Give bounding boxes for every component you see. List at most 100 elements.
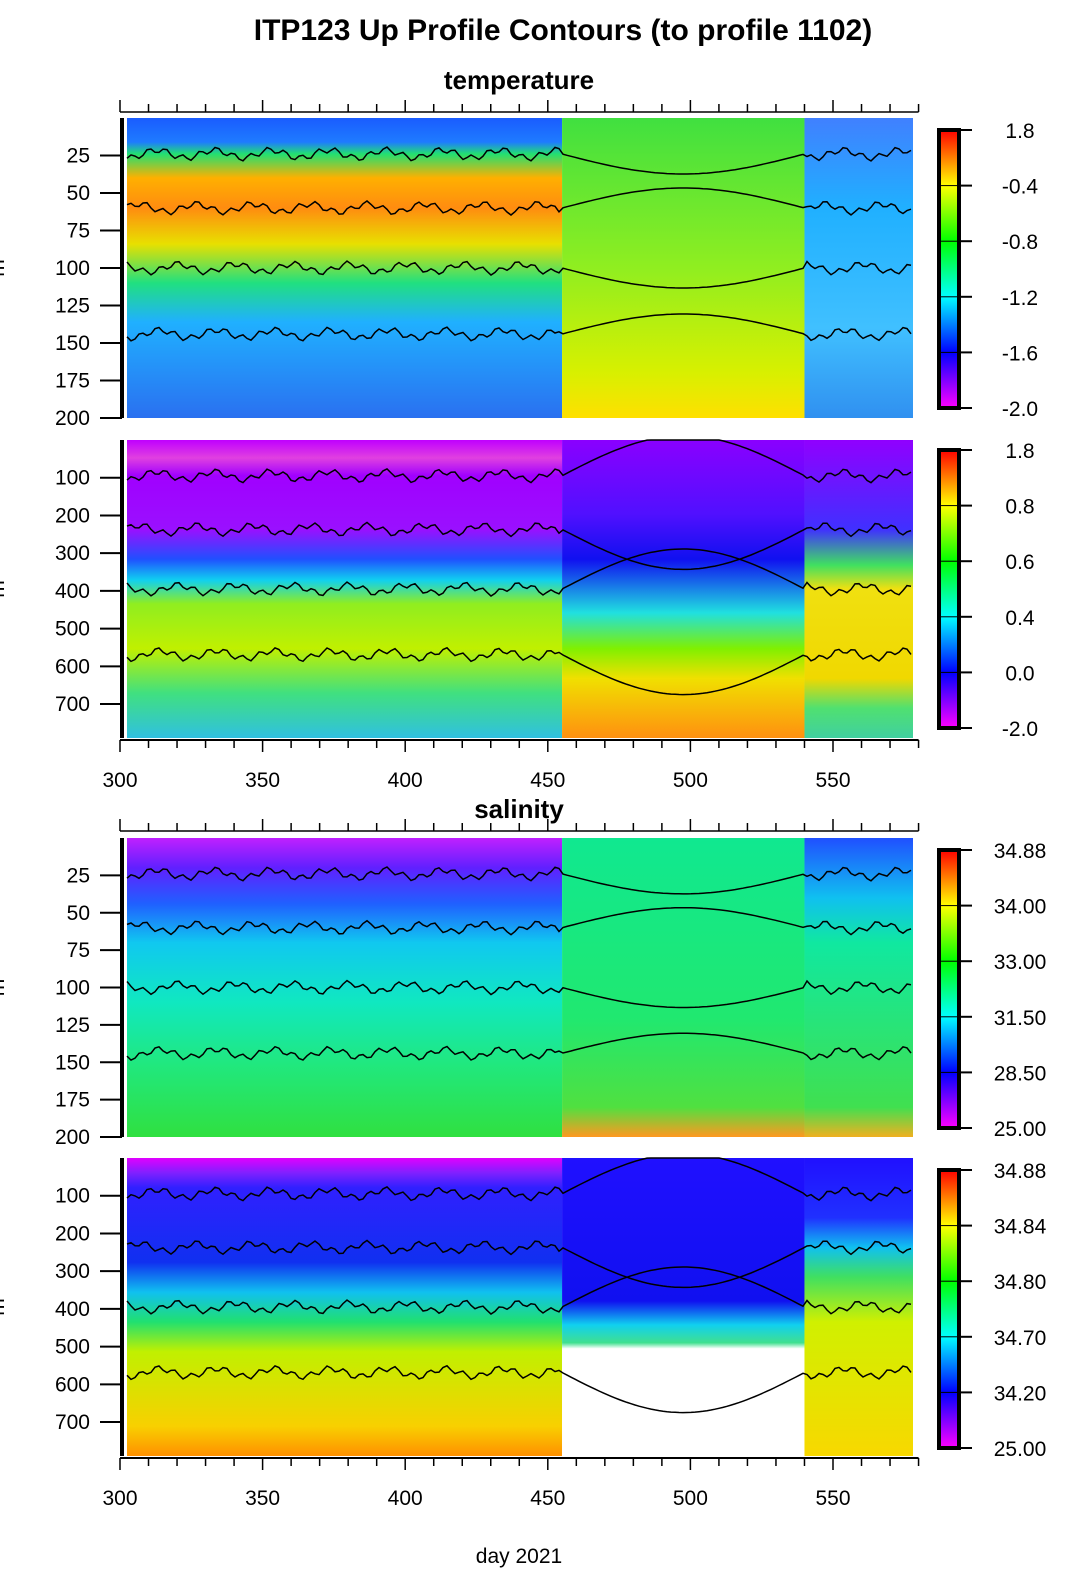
colorbar <box>937 128 961 410</box>
colorbar-label: 34.80 <box>994 1271 1047 1294</box>
y-tick-label: 200 <box>55 1126 90 1149</box>
y-axis-label: m <box>0 1298 9 1316</box>
temperature-deep-panel: 100 200 300 400 500 600 700 m 1.8 0.8 0.6 0.4 0.0 -2.… <box>0 439 1038 741</box>
contour-line <box>126 313 912 342</box>
x-axis <box>119 819 920 832</box>
y-tick-label: 150 <box>55 1051 90 1074</box>
colorbar-label: 28.50 <box>994 1062 1047 1085</box>
y-tick-label: 400 <box>55 1298 90 1321</box>
y-tick-label: 100 <box>55 977 90 1000</box>
colorbar-label: 0.6 <box>1005 551 1034 574</box>
colorbar-label: 0.0 <box>1005 662 1034 685</box>
colorbar-label: -2.0 <box>1002 398 1038 421</box>
y-axis-label: m <box>0 580 9 598</box>
y-axis-label: m <box>0 979 9 997</box>
colorbar-label: 25.00 <box>994 1118 1047 1141</box>
x-tick-label: 450 <box>530 769 565 792</box>
colorbar-label: 34.70 <box>994 1327 1047 1350</box>
y-axis-label: m <box>0 259 9 277</box>
field-region-late <box>804 118 913 418</box>
colorbar-label: 34.00 <box>994 896 1047 919</box>
colorbar-label: 34.88 <box>994 1160 1047 1183</box>
contour-line <box>126 548 912 597</box>
colorbar-label: 34.84 <box>994 1216 1047 1239</box>
x-tick-label: 300 <box>102 1487 137 1510</box>
field-region-middle <box>562 118 805 418</box>
y-tick-label: 600 <box>55 655 90 678</box>
field-region-early <box>127 1158 563 1456</box>
y-tick-label: 150 <box>55 332 90 355</box>
contour-line <box>126 187 912 216</box>
x-tick-label: 500 <box>673 769 708 792</box>
field-region-late <box>804 838 913 1137</box>
field-region-middle <box>562 838 805 1137</box>
salinity-deep-panel: 100 200 300 400 500 600 700 m 34.88 34.84 34.80 34.… <box>0 1157 1047 1461</box>
x-tick-label: 400 <box>388 769 423 792</box>
y-tick-label: 175 <box>55 1089 90 1112</box>
contour-line <box>126 1239 912 1289</box>
colorbar <box>937 448 961 730</box>
contour-line <box>126 1032 912 1062</box>
contour-line <box>126 521 912 571</box>
x-tick-label: 400 <box>388 1487 423 1510</box>
colorbar-label: -0.4 <box>1002 176 1039 199</box>
y-tick-label: 500 <box>55 1336 90 1359</box>
y-tick-label: 600 <box>55 1373 90 1396</box>
y-tick-label: 400 <box>55 580 90 603</box>
y-tick-label: 125 <box>55 1014 90 1037</box>
contour-line <box>126 1266 912 1315</box>
colorbar-label: -2.0 <box>1002 718 1038 741</box>
y-tick-label: 50 <box>67 902 90 925</box>
y-tick-label: 300 <box>55 542 90 565</box>
colorbar-label: 31.50 <box>994 1007 1047 1030</box>
colorbar-label: 0.4 <box>1005 607 1035 630</box>
colorbar-label: -1.2 <box>1002 287 1038 310</box>
y-tick-label: 700 <box>55 1411 90 1434</box>
temperature-upper-panel: 25 50 75 100 125 150 175 200 m 1.8 -0.4 -0.8 -1.2 -1.… <box>0 118 1038 430</box>
contour-line <box>126 439 912 484</box>
contour-line <box>126 260 912 289</box>
colorbar-label: -0.8 <box>1002 231 1038 254</box>
colorbar-label: 34.88 <box>994 840 1047 863</box>
x-tick-label: 500 <box>673 1487 708 1510</box>
field-region-early <box>127 440 563 738</box>
colorbar-label: 33.00 <box>994 951 1047 974</box>
colorbar-label: 25.00 <box>994 1438 1047 1461</box>
y-tick-label: 25 <box>67 864 90 887</box>
y-tick-label: 200 <box>55 504 90 527</box>
colorbar-label: 0.8 <box>1005 496 1034 519</box>
y-tick-label: 100 <box>55 467 90 490</box>
x-tick-label: 300 <box>102 769 137 792</box>
field-region-late <box>804 1158 913 1456</box>
x-tick-label: 350 <box>245 769 280 792</box>
contour-line <box>126 979 912 1009</box>
salinity-upper-panel: 25 50 75 100 125 150 175 200 m 34.88 34.00 33.00 31.… <box>0 838 1046 1149</box>
field-region-middle <box>562 440 805 738</box>
x-tick-label: 350 <box>245 1487 280 1510</box>
field-region-middle <box>562 1158 805 1456</box>
y-tick-label: 25 <box>67 145 90 168</box>
contour-line <box>126 866 912 895</box>
y-tick-label: 700 <box>55 693 90 716</box>
contour-line <box>126 906 912 936</box>
x-axis-label: day 2021 <box>476 1545 562 1568</box>
y-tick-label: 200 <box>55 1222 90 1245</box>
field-region-late <box>804 440 913 738</box>
y-tick-label: 100 <box>55 257 90 280</box>
salinity-heading: salinity <box>474 794 564 824</box>
colorbar-label: 1.8 <box>1005 440 1034 463</box>
y-tick-label: 500 <box>55 618 90 641</box>
y-tick-label: 175 <box>55 370 90 393</box>
contour-line <box>126 146 912 175</box>
colorbar-label: 34.20 <box>994 1382 1047 1405</box>
figure-title: ITP123 Up Profile Contours (to profile 1… <box>254 14 872 47</box>
x-tick-label: 550 <box>815 1487 850 1510</box>
x-axis: 300 350 400 450 500 550 <box>102 739 920 792</box>
field-region-early <box>127 838 563 1137</box>
y-tick-label: 200 <box>55 407 90 430</box>
colorbar <box>937 1168 961 1450</box>
x-tick-label: 450 <box>530 1487 565 1510</box>
y-tick-label: 125 <box>55 295 90 318</box>
contour-line <box>126 646 912 696</box>
x-axis <box>119 100 920 113</box>
